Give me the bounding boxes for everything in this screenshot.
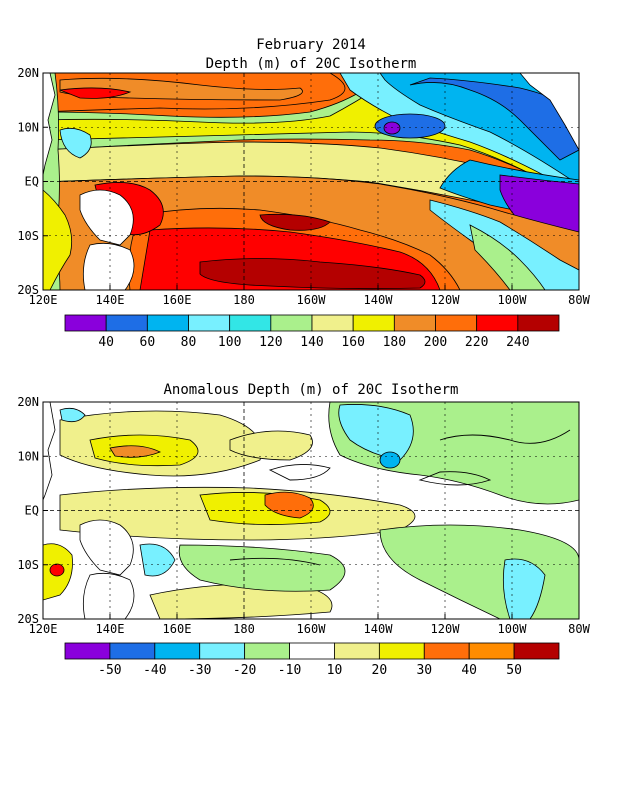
colorbar-label: -20 — [233, 663, 256, 678]
colorbar-swatch — [199, 642, 246, 660]
bottom-colorbar — [64, 642, 560, 660]
bottom-colorbar-labels: -50 -40 -30 -20 -10 10 20 30 40 50 — [98, 663, 522, 678]
colorbar-label: 240 — [506, 335, 529, 350]
top-subtitle: Depth (m) of 20C Isotherm — [206, 56, 417, 72]
x-tick-label: 80W — [568, 622, 590, 636]
colorbar-swatch — [244, 642, 290, 660]
colorbar-swatch — [289, 642, 335, 660]
x-tick-label: 160E — [163, 293, 192, 307]
colorbar-swatch — [435, 314, 478, 332]
x-tick-label: 120W — [431, 293, 461, 307]
colorbar-label: 180 — [383, 335, 406, 350]
colorbar-swatch — [188, 314, 231, 332]
colorbar-label: 10 — [327, 663, 343, 678]
top-y-axis: 20N 10N EQ 10S 20S — [17, 66, 48, 297]
x-tick-label: 140E — [96, 622, 125, 636]
x-tick-label: 80W — [568, 293, 590, 307]
x-tick-label: 140E — [96, 293, 125, 307]
top-colorbar — [64, 314, 560, 332]
y-tick-label: EQ — [25, 504, 39, 518]
colorbar-swatch — [393, 314, 436, 332]
colorbar-swatch — [352, 314, 395, 332]
colorbar-label: 200 — [424, 335, 447, 350]
x-tick-label: 100W — [498, 622, 528, 636]
colorbar-label: 160 — [341, 335, 364, 350]
bottom-y-axis: 20N 10N EQ 10S 20S — [17, 395, 48, 626]
colorbar-swatch — [513, 642, 560, 660]
colorbar-label: -30 — [188, 663, 211, 678]
y-tick-label: 10S — [17, 229, 39, 243]
colorbar-swatch — [334, 642, 380, 660]
x-tick-label: 120W — [431, 622, 461, 636]
colorbar-label: 140 — [300, 335, 323, 350]
colorbar-swatch — [109, 642, 156, 660]
colorbar-label: 80 — [181, 335, 197, 350]
x-tick-label: 140W — [364, 622, 394, 636]
top-title: February 2014 — [256, 37, 366, 53]
x-tick-label: 160W — [297, 293, 327, 307]
y-tick-label: 10N — [17, 449, 39, 463]
top-panel: February 2014 Depth (m) of 20C Isotherm — [17, 37, 590, 350]
colorbar-swatch — [105, 314, 148, 332]
colorbar-swatch — [64, 314, 107, 332]
y-tick-label: 10S — [17, 558, 39, 572]
colorbar-label: 100 — [218, 335, 241, 350]
colorbar-label: 60 — [140, 335, 156, 350]
colorbar-swatch — [378, 642, 425, 660]
colorbar-label: 50 — [506, 663, 522, 678]
colorbar-label: 20 — [372, 663, 388, 678]
bottom-grid — [43, 402, 579, 619]
y-tick-label: EQ — [25, 175, 39, 189]
x-tick-label: 180 — [233, 622, 255, 636]
colorbar-label: -10 — [278, 663, 301, 678]
y-tick-label: 20N — [17, 395, 39, 409]
y-tick-label: 10N — [17, 120, 39, 134]
top-colorbar-labels: 40 60 80 100 120 140 160 180 200 220 240 — [98, 335, 529, 350]
colorbar-swatch — [270, 314, 313, 332]
top-x-axis: 120E 140E 160E 180 160W 140W 120W 100W 80W — [29, 285, 591, 307]
bottom-title: Anomalous Depth (m) of 20C Isotherm — [163, 382, 458, 398]
colorbar-label: 30 — [416, 663, 432, 678]
y-tick-label: 20N — [17, 66, 39, 80]
colorbar-swatch — [468, 642, 515, 660]
bottom-panel: Anomalous Depth (m) of 20C Isotherm — [17, 382, 590, 678]
colorbar-swatch — [476, 314, 519, 332]
colorbar-swatch — [64, 642, 111, 660]
x-tick-label: 140W — [364, 293, 394, 307]
colorbar-swatch — [423, 642, 470, 660]
colorbar-swatch — [517, 314, 560, 332]
x-tick-label: 180 — [233, 293, 255, 307]
colorbar-label: 40 — [98, 335, 114, 350]
top-grid — [43, 73, 579, 290]
colorbar-label: -40 — [143, 663, 166, 678]
colorbar-swatch — [154, 642, 201, 660]
x-tick-label: 120E — [29, 622, 58, 636]
bottom-x-axis: 120E 140E 160E 180 160W 140W 120W 100W 80W — [29, 614, 591, 636]
x-tick-label: 100W — [498, 293, 528, 307]
colorbar-label: 120 — [259, 335, 282, 350]
x-tick-label: 160E — [163, 622, 192, 636]
y-tick-label: 20S — [17, 283, 39, 297]
y-tick-label: 20S — [17, 612, 39, 626]
colorbar-swatch — [146, 314, 189, 332]
x-tick-label: 160W — [297, 622, 327, 636]
colorbar-label: -50 — [98, 663, 121, 678]
x-tick-label: 120E — [29, 293, 58, 307]
colorbar-swatch — [311, 314, 354, 332]
colorbar-label: 40 — [461, 663, 477, 678]
colorbar-label: 220 — [465, 335, 488, 350]
colorbar-swatch — [229, 314, 272, 332]
